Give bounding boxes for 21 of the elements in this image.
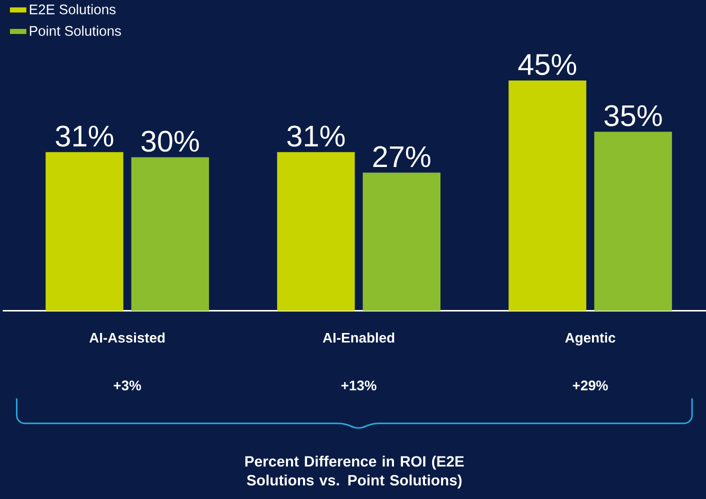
text: +3% [114, 380, 142, 390]
legend-label: E2E Solutions [30, 4, 116, 14]
text: +29% [572, 380, 608, 390]
data-label: 31% [287, 126, 345, 147]
bar [46, 152, 124, 311]
text: Percent Difference in ROI (E2E Solutions vs. Point Solutions) [245, 456, 464, 488]
x-tick-label: AI-Assisted [89, 332, 165, 343]
text: +13% [341, 380, 376, 390]
bar [277, 152, 355, 311]
legend-label: Point Solutions [30, 26, 121, 36]
x-tick-label: AI-Enabled [322, 332, 394, 343]
data-label: 30% [141, 130, 199, 152]
bar [594, 132, 672, 311]
bar [508, 80, 586, 311]
data-label: 35% [604, 105, 662, 126]
data-label: 27% [373, 146, 430, 168]
x-tick-label: Agentic [565, 332, 616, 346]
bar [131, 157, 209, 311]
data-label: 45% [518, 54, 576, 76]
bar [362, 172, 440, 311]
data-label: 31% [56, 126, 114, 147]
